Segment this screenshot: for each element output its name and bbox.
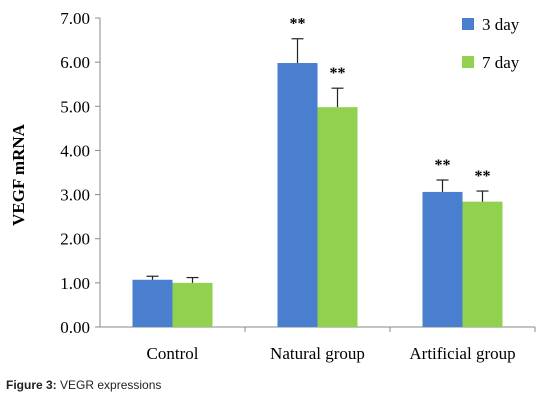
- caption-text: VEGR expressions: [56, 378, 162, 392]
- legend-label: 3 day: [482, 15, 520, 34]
- bar: [317, 107, 358, 327]
- significance-marker: **: [435, 157, 451, 174]
- significance-marker: **: [290, 16, 306, 33]
- bar: [277, 63, 318, 327]
- y-axis-title: VEGF mRNA: [9, 123, 28, 226]
- legend-swatch: [462, 56, 474, 68]
- y-tick-label: 7.00: [60, 9, 90, 28]
- significance-annotations: ** ** ** **: [290, 16, 491, 185]
- legend: 3 day 7 day: [462, 15, 520, 72]
- x-tick-label: Natural group: [270, 344, 365, 363]
- bar: [422, 191, 463, 327]
- significance-marker: **: [475, 168, 491, 185]
- bars: [132, 63, 503, 327]
- y-tick-label: 1.00: [60, 274, 90, 293]
- x-tick-label: Artificial group: [409, 344, 515, 363]
- y-tick-label: 6.00: [60, 53, 90, 72]
- x-tick-labels: Control Natural group Artificial group: [147, 344, 516, 363]
- figure-caption: Figure 3: VEGR expressions: [6, 378, 161, 392]
- y-tick-label: 0.00: [60, 318, 90, 337]
- significance-marker: **: [330, 65, 346, 82]
- y-tick-label: 4.00: [60, 141, 90, 160]
- bar: [132, 279, 173, 327]
- error-bars: [146, 38, 489, 283]
- y-axis-title-group: VEGF mRNA: [9, 123, 28, 226]
- y-tick-label: 3.00: [60, 186, 90, 205]
- legend-label: 7 day: [482, 53, 520, 72]
- caption-label: Figure 3:: [6, 378, 57, 392]
- y-tick-labels: 0.00 1.00 2.00 3.00 4.00 5.00 6.00 7.00: [60, 9, 90, 337]
- x-tick-label: Control: [147, 344, 199, 363]
- legend-swatch: [462, 18, 474, 30]
- bar: [172, 282, 213, 327]
- y-tick-label: 5.00: [60, 97, 90, 116]
- bar: [462, 201, 503, 327]
- y-tick-label: 2.00: [60, 230, 90, 249]
